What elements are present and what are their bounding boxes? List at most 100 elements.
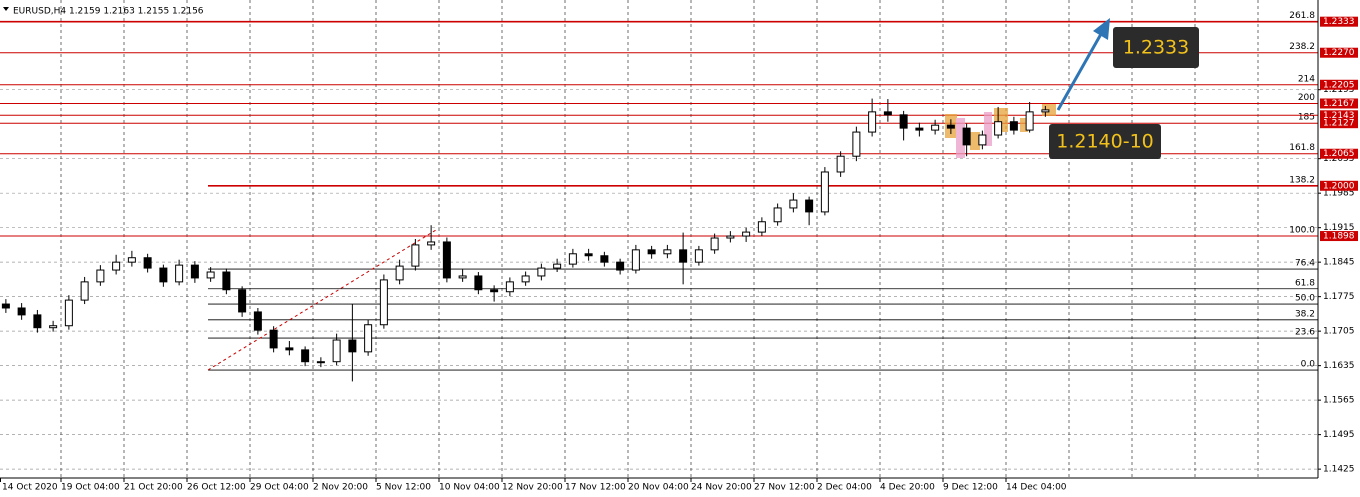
level-label: 1.2065 xyxy=(1323,149,1355,159)
fib-label: 38.2 xyxy=(1295,309,1315,319)
fib-label: 214 xyxy=(1298,74,1315,84)
candle-body xyxy=(1025,111,1034,131)
candle-body xyxy=(568,253,577,265)
candle-body xyxy=(852,131,861,157)
candle-body xyxy=(458,275,467,279)
candle-body xyxy=(647,249,656,255)
candle-body xyxy=(175,264,184,283)
fib-label: 200 xyxy=(1298,93,1315,103)
candle-body xyxy=(80,281,89,301)
candle-body xyxy=(206,271,215,279)
candle-body xyxy=(553,263,562,269)
zone-box xyxy=(984,112,992,146)
y-tick-label: 1.1635 xyxy=(1323,361,1355,371)
candle-body xyxy=(285,347,294,351)
y-tick-label: 1.1845 xyxy=(1323,258,1355,268)
candle-body xyxy=(348,339,357,353)
fib-label: 61.8 xyxy=(1295,278,1315,288)
candle-body xyxy=(253,311,262,331)
candles xyxy=(1,98,1050,382)
candle-body xyxy=(899,114,908,129)
candle-body xyxy=(33,314,42,329)
x-tick-label: 27 Nov 12:00 xyxy=(754,483,815,493)
candle-body xyxy=(505,281,514,293)
target-arrow xyxy=(1056,33,1103,111)
candle-body xyxy=(616,261,625,271)
candle-body xyxy=(584,253,593,257)
candle-body xyxy=(17,307,26,316)
menu-arrow[interactable] xyxy=(3,7,9,11)
candle-body xyxy=(694,249,703,263)
y-tick-label: 1.2055 xyxy=(1323,154,1355,164)
candle-body xyxy=(757,221,766,233)
candle-body xyxy=(679,249,688,263)
y-tick-label: 1.1565 xyxy=(1323,396,1355,406)
candle-body xyxy=(332,339,341,363)
candle-body xyxy=(222,271,231,291)
candle-body xyxy=(836,155,845,173)
fib-anchor-line xyxy=(207,229,437,371)
candle-body xyxy=(631,249,640,271)
candle-body xyxy=(316,361,325,364)
candle-body xyxy=(442,241,451,279)
level-tag xyxy=(1320,16,1358,27)
x-tick-label: 14 Dec 04:00 xyxy=(1006,483,1067,493)
candle-body xyxy=(773,207,782,223)
candle-body xyxy=(379,279,388,326)
y-tick-label: 1.1915 xyxy=(1323,223,1355,233)
target-box xyxy=(1113,27,1199,68)
support-box xyxy=(1049,124,1161,159)
level-label: 1.2000 xyxy=(1323,181,1355,191)
x-tick-label: 24 Nov 20:00 xyxy=(691,483,752,493)
candle-body xyxy=(96,269,105,283)
chart-header: EURUSD,H4 1.2159 1.2163 1.2155 1.2156 xyxy=(13,7,204,17)
fib-label: 261.8 xyxy=(1289,11,1315,21)
candle-body xyxy=(1041,109,1050,113)
fib-label: 238.2 xyxy=(1289,42,1315,52)
x-tick-label: 2 Dec 04:00 xyxy=(817,483,872,493)
x-tick-label: 26 Oct 12:00 xyxy=(187,483,246,493)
candle-body xyxy=(805,199,814,213)
candle-body xyxy=(962,127,971,146)
level-tag xyxy=(1320,231,1358,242)
candle-body xyxy=(64,299,73,327)
level-label: 1.2270 xyxy=(1323,48,1355,58)
candle-body xyxy=(411,244,420,267)
candle-body xyxy=(537,267,546,277)
level-label: 1.2333 xyxy=(1323,17,1355,27)
candle-body xyxy=(883,111,892,116)
candle-body xyxy=(112,261,121,271)
x-tick-label: 19 Oct 04:00 xyxy=(61,483,120,493)
candle-body xyxy=(726,235,735,239)
level-label: 1.2167 xyxy=(1323,99,1355,109)
level-label: 1.2205 xyxy=(1323,80,1355,90)
support-annotation: 1.2140-10 xyxy=(1056,131,1154,153)
candle-body xyxy=(395,265,404,281)
fib-label: 50.0 xyxy=(1295,294,1315,304)
candle-body xyxy=(143,257,152,269)
x-tick-label: 17 Nov 12:00 xyxy=(565,483,626,493)
y-tick-label: 1.1985 xyxy=(1323,189,1355,199)
x-tick-label: 20 Nov 04:00 xyxy=(628,483,689,493)
levels: 0.0 23.6 38.2 50.0 61.8 76.4 100.0 138.2 161.8 18… xyxy=(0,11,1318,371)
candle-body xyxy=(1,303,10,309)
candle-body xyxy=(789,199,798,209)
candle-body xyxy=(820,171,829,213)
candle-body xyxy=(159,267,168,283)
candle-body xyxy=(978,134,987,146)
x-tick-label: 12 Nov 20:00 xyxy=(502,483,563,493)
level-tag xyxy=(1320,148,1358,159)
candle-body xyxy=(710,237,719,251)
y-tick-label: 1.1775 xyxy=(1323,292,1355,302)
candle-body xyxy=(742,231,751,237)
level-tag xyxy=(1320,118,1358,129)
fib-label: 0.0 xyxy=(1301,360,1316,370)
candle-body xyxy=(931,124,940,131)
zone-box xyxy=(970,132,980,150)
axis-labels: 1.1425 1.1495 1.1565 1.1635 1.1705 1.1775 1.18… xyxy=(0,16,1358,493)
candle-body xyxy=(364,324,373,353)
level-tag xyxy=(1320,47,1358,58)
candle-body xyxy=(994,121,1003,136)
fib-label: 161.8 xyxy=(1289,143,1315,153)
